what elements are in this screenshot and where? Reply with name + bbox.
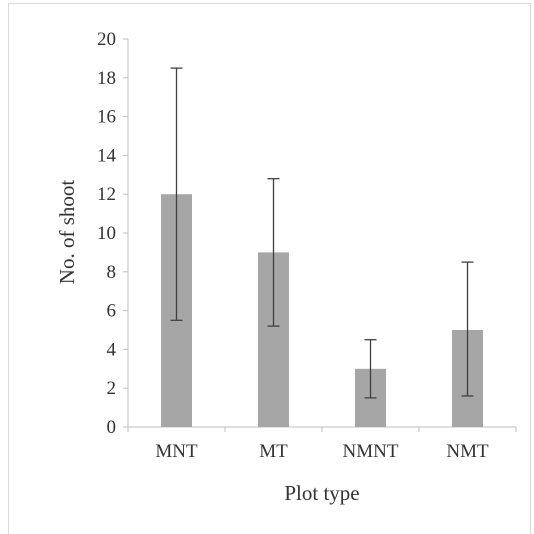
x-tick-label: MNT bbox=[155, 441, 198, 462]
axes bbox=[123, 38, 517, 432]
x-tick-label: NMNT bbox=[343, 441, 399, 462]
y-tick-label: 16 bbox=[97, 107, 116, 128]
y-tick-label: 10 bbox=[97, 223, 116, 244]
x-axis-title: Plot type bbox=[284, 481, 359, 505]
y-tick-label: 14 bbox=[97, 145, 117, 166]
error-bars bbox=[170, 67, 474, 399]
x-tick-label: MT bbox=[259, 441, 288, 462]
y-axis-title: No. of shoot bbox=[55, 180, 79, 285]
y-tick-label: 2 bbox=[107, 378, 117, 399]
y-tick-label: 4 bbox=[107, 339, 117, 360]
chart-frame bbox=[8, 3, 531, 534]
axis-labels: 0 2 4 6 8 10 12 14 16 18 20 MNT MT NMNT NMT bbox=[97, 29, 489, 462]
y-tick-label: 0 bbox=[107, 417, 117, 438]
y-tick-label: 20 bbox=[97, 29, 116, 50]
x-tick-label: NMT bbox=[446, 441, 489, 462]
bars bbox=[161, 194, 483, 427]
y-tick-label: 12 bbox=[97, 184, 116, 205]
y-tick-label: 8 bbox=[107, 262, 117, 283]
y-tick-label: 18 bbox=[97, 68, 116, 89]
y-tick-label: 6 bbox=[107, 301, 117, 322]
